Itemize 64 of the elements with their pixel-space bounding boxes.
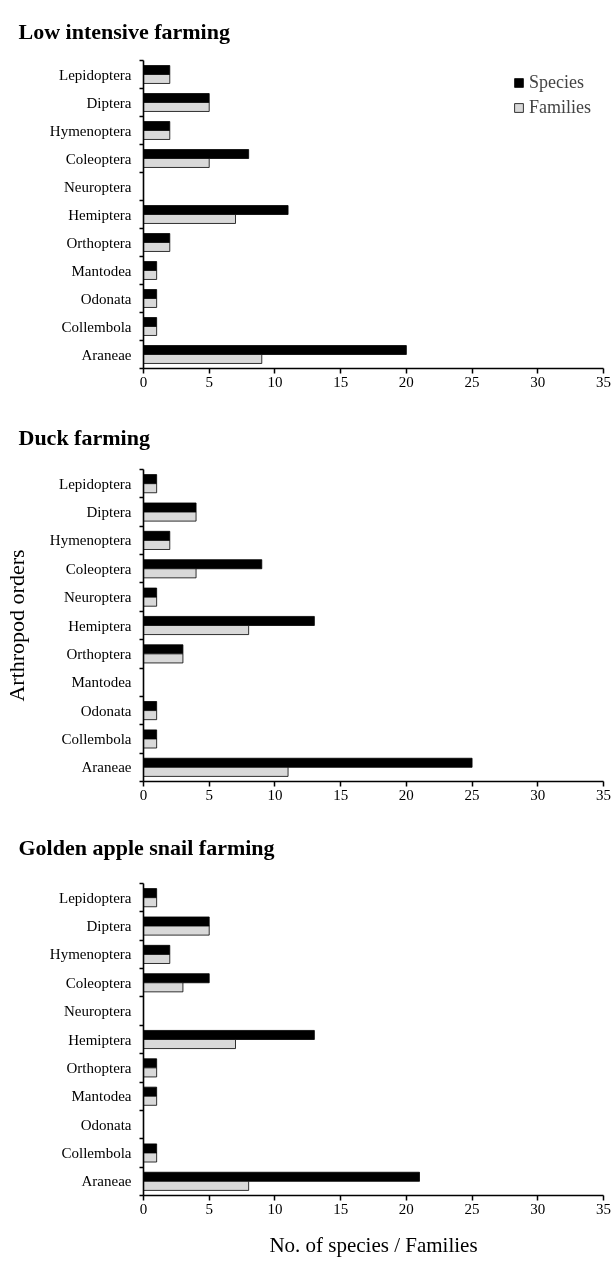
y-tick-label: Odonata: [80, 1116, 132, 1133]
y-tick-label: Araneae: [81, 346, 132, 363]
y-tick-label: Diptera: [86, 918, 132, 935]
y-axis-title: Arthropod orders: [3, 549, 29, 702]
y-tick-label: Hemiptera: [68, 617, 132, 634]
y-tick-label: Coleoptera: [65, 150, 132, 167]
x-tick-label: 0: [139, 1200, 148, 1217]
x-tick-label: 30: [530, 1200, 546, 1217]
y-tick-label: Hemiptera: [68, 1031, 132, 1048]
y-tick-label: Collembola: [61, 1144, 132, 1161]
y-tick-label: Orthoptera: [66, 1059, 132, 1076]
y-tick-label: Mantodea: [71, 1088, 132, 1105]
y-tick-label: Hymenoptera: [49, 532, 132, 549]
x-tick-label: 5: [205, 373, 213, 390]
y-tick-label: Collembola: [61, 730, 132, 747]
y-tick-label: Orthoptera: [66, 234, 132, 251]
y-tick-label: Hymenoptera: [49, 122, 132, 139]
y-tick-label: Coleoptera: [65, 974, 132, 991]
chart-title: Golden apple snail farming: [18, 834, 275, 860]
x-tick-label: 0: [139, 373, 148, 390]
y-tick-label: Mantodea: [71, 262, 132, 279]
y-tick-label: Diptera: [86, 94, 132, 111]
legend-label: Families: [529, 97, 591, 118]
x-tick-label: 25: [464, 373, 480, 390]
y-tick-label: Hymenoptera: [49, 946, 132, 963]
x-tick-label: 25: [464, 786, 480, 803]
x-tick-label: 25: [464, 1200, 480, 1217]
x-tick-label: 35: [596, 373, 611, 390]
x-tick-label: 35: [596, 1200, 611, 1217]
chart-title: Low intensive farming: [18, 19, 230, 44]
y-tick-label: Coleoptera: [65, 560, 132, 577]
y-tick-label: Collembola: [61, 318, 132, 335]
y-tick-label: Odonata: [80, 290, 132, 307]
x-tick-label: 30: [530, 786, 546, 803]
chart-title: Duck farming: [18, 424, 150, 450]
x-tick-label: 20: [398, 1200, 414, 1217]
x-tick-label: 15: [333, 373, 349, 390]
x-tick-label: 15: [333, 1200, 349, 1217]
x-tick-label: 5: [205, 1200, 213, 1217]
y-tick-label: Lepidoptera: [59, 889, 132, 906]
y-tick-label: Odonata: [80, 702, 132, 719]
x-axis-title: No. of species / Families: [269, 1232, 478, 1257]
y-tick-label: Diptera: [86, 504, 132, 521]
x-tick-label: 0: [139, 786, 148, 803]
y-tick-label: Araneae: [81, 759, 132, 776]
y-tick-label: Orthoptera: [66, 645, 132, 662]
x-tick-label: 35: [596, 786, 611, 803]
y-tick-label: Lepidoptera: [59, 66, 132, 83]
x-tick-label: 10: [267, 373, 283, 390]
x-tick-label: 30: [530, 373, 546, 390]
y-tick-label: Neuroptera: [64, 589, 132, 606]
x-tick-label: 5: [205, 786, 213, 803]
y-tick-label: Mantodea: [71, 674, 132, 691]
y-tick-label: Hemiptera: [68, 206, 132, 223]
x-tick-label: 10: [267, 1200, 283, 1217]
y-tick-label: Neuroptera: [64, 178, 132, 195]
legend-label: Species: [529, 72, 584, 93]
y-tick-label: Araneae: [81, 1173, 132, 1190]
x-tick-label: 20: [398, 373, 414, 390]
x-tick-label: 10: [267, 786, 283, 803]
x-tick-label: 15: [333, 786, 349, 803]
y-tick-label: Lepidoptera: [59, 475, 132, 492]
y-tick-label: Neuroptera: [64, 1003, 132, 1020]
x-tick-label: 20: [398, 786, 414, 803]
